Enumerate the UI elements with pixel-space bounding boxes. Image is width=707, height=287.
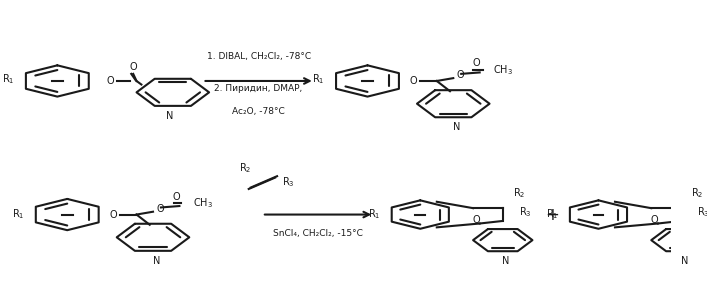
Text: O: O [106,76,114,86]
Text: R$_2$: R$_2$ [513,187,525,200]
Text: N: N [153,256,160,266]
Text: O: O [457,70,464,80]
Text: CH$_3$: CH$_3$ [192,196,213,210]
Text: R$_2$: R$_2$ [691,187,703,200]
Text: R$_1$: R$_1$ [547,208,559,222]
Text: N: N [166,111,173,121]
Text: O: O [173,192,180,202]
Text: R$_1$: R$_1$ [2,73,14,86]
Text: CH$_3$: CH$_3$ [493,63,513,77]
Text: SnCl₄, CH₂Cl₂, -15°C: SnCl₄, CH₂Cl₂, -15°C [273,229,363,238]
Text: 2. Пиридин, DMAP,: 2. Пиридин, DMAP, [214,84,303,93]
Text: R$_3$: R$_3$ [519,205,532,219]
Text: O: O [472,215,480,225]
Text: O: O [472,58,480,68]
Text: R$_3$: R$_3$ [697,205,707,219]
Text: N: N [681,256,688,266]
Text: O: O [156,204,164,214]
Text: R$_1$: R$_1$ [12,208,24,222]
Text: R$_2$: R$_2$ [239,161,252,175]
Text: O: O [650,215,658,225]
Text: R$_1$: R$_1$ [312,73,325,86]
Text: N: N [453,122,460,132]
Text: O: O [410,76,418,86]
Text: R$_3$: R$_3$ [281,175,294,189]
Text: 1. DIBAL, CH₂Cl₂, -78°C: 1. DIBAL, CH₂Cl₂, -78°C [206,52,310,61]
Text: +: + [545,205,559,224]
Text: R$_1$: R$_1$ [368,208,380,222]
Text: Ac₂O, -78°C: Ac₂O, -78°C [232,106,285,116]
Text: O: O [129,63,137,72]
Text: O: O [110,210,117,220]
Text: N: N [503,256,510,266]
